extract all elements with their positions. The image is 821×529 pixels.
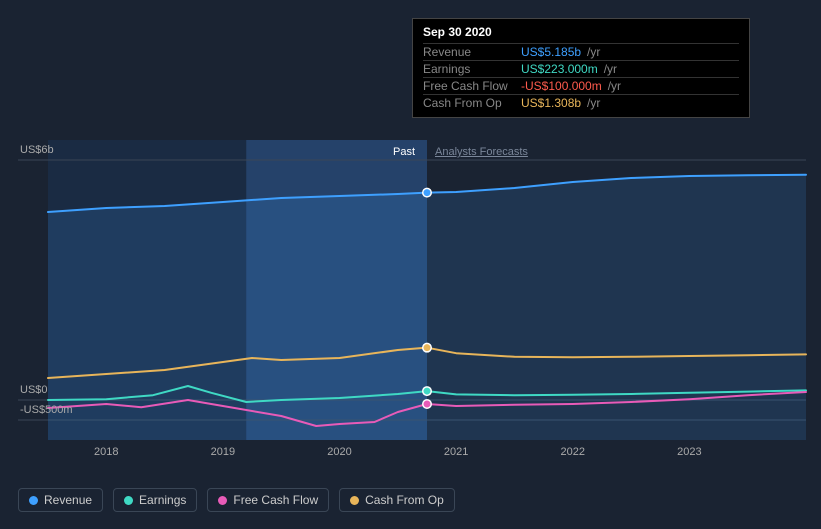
- x-tick-label: 2023: [677, 446, 701, 458]
- tooltip-row: Free Cash Flow -US$100.000m/yr: [423, 77, 739, 94]
- tooltip-row-value: US$223.000m: [521, 62, 598, 76]
- y-tick-label: US$0: [20, 384, 48, 396]
- legend-label: Free Cash Flow: [233, 493, 318, 507]
- financials-chart: US$6b US$0 -US$500m 2018 2019 2020 2021 2022 20…: [0, 0, 821, 524]
- split-label-past: Past: [393, 146, 415, 158]
- tooltip-row-unit: /yr: [604, 62, 617, 76]
- x-tick-label: 2020: [327, 446, 351, 458]
- marker-revenue: [424, 189, 431, 196]
- y-tick-label: US$6b: [20, 144, 54, 156]
- tooltip-row: Cash From Op US$1.308b/yr: [423, 94, 739, 111]
- legend-swatch: [350, 496, 359, 505]
- legend-label: Earnings: [139, 493, 186, 507]
- marker-earnings: [424, 388, 431, 395]
- marker-cash_from_op: [424, 344, 431, 351]
- legend-label: Cash From Op: [365, 493, 444, 507]
- tooltip-row-unit: /yr: [587, 45, 600, 59]
- tooltip-row-label: Cash From Op: [423, 96, 515, 110]
- x-tick-label: 2019: [211, 446, 235, 458]
- hover-tooltip: Sep 30 2020 Revenue US$5.185b/yr Earnings U…: [412, 18, 750, 118]
- tooltip-row-label: Free Cash Flow: [423, 79, 515, 93]
- tooltip-row-label: Revenue: [423, 45, 515, 59]
- legend: Revenue Earnings Free Cash Flow Cash From O…: [18, 488, 455, 512]
- legend-item-earnings[interactable]: Earnings: [113, 488, 197, 512]
- tooltip-row-value: US$1.308b: [521, 96, 581, 110]
- marker-free_cash_flow: [424, 401, 431, 408]
- tooltip-date: Sep 30 2020: [423, 25, 739, 39]
- split-label-forecast: Analysts Forecasts: [435, 146, 528, 158]
- x-tick-label: 2022: [561, 446, 585, 458]
- x-tick-label: 2021: [444, 446, 468, 458]
- tooltip-row-value: -US$100.000m: [521, 79, 602, 93]
- legend-item-cash_from_op[interactable]: Cash From Op: [339, 488, 455, 512]
- tooltip-row-unit: /yr: [587, 96, 600, 110]
- tooltip-row: Revenue US$5.185b/yr: [423, 43, 739, 60]
- legend-swatch: [29, 496, 38, 505]
- y-tick-label: -US$500m: [20, 404, 73, 416]
- tooltip-row-unit: /yr: [608, 79, 621, 93]
- legend-swatch: [124, 496, 133, 505]
- tooltip-row: Earnings US$223.000m/yr: [423, 60, 739, 77]
- legend-item-revenue[interactable]: Revenue: [18, 488, 103, 512]
- tooltip-row-label: Earnings: [423, 62, 515, 76]
- legend-label: Revenue: [44, 493, 92, 507]
- legend-item-free_cash_flow[interactable]: Free Cash Flow: [207, 488, 329, 512]
- tooltip-row-value: US$5.185b: [521, 45, 581, 59]
- legend-swatch: [218, 496, 227, 505]
- x-tick-label: 2018: [94, 446, 118, 458]
